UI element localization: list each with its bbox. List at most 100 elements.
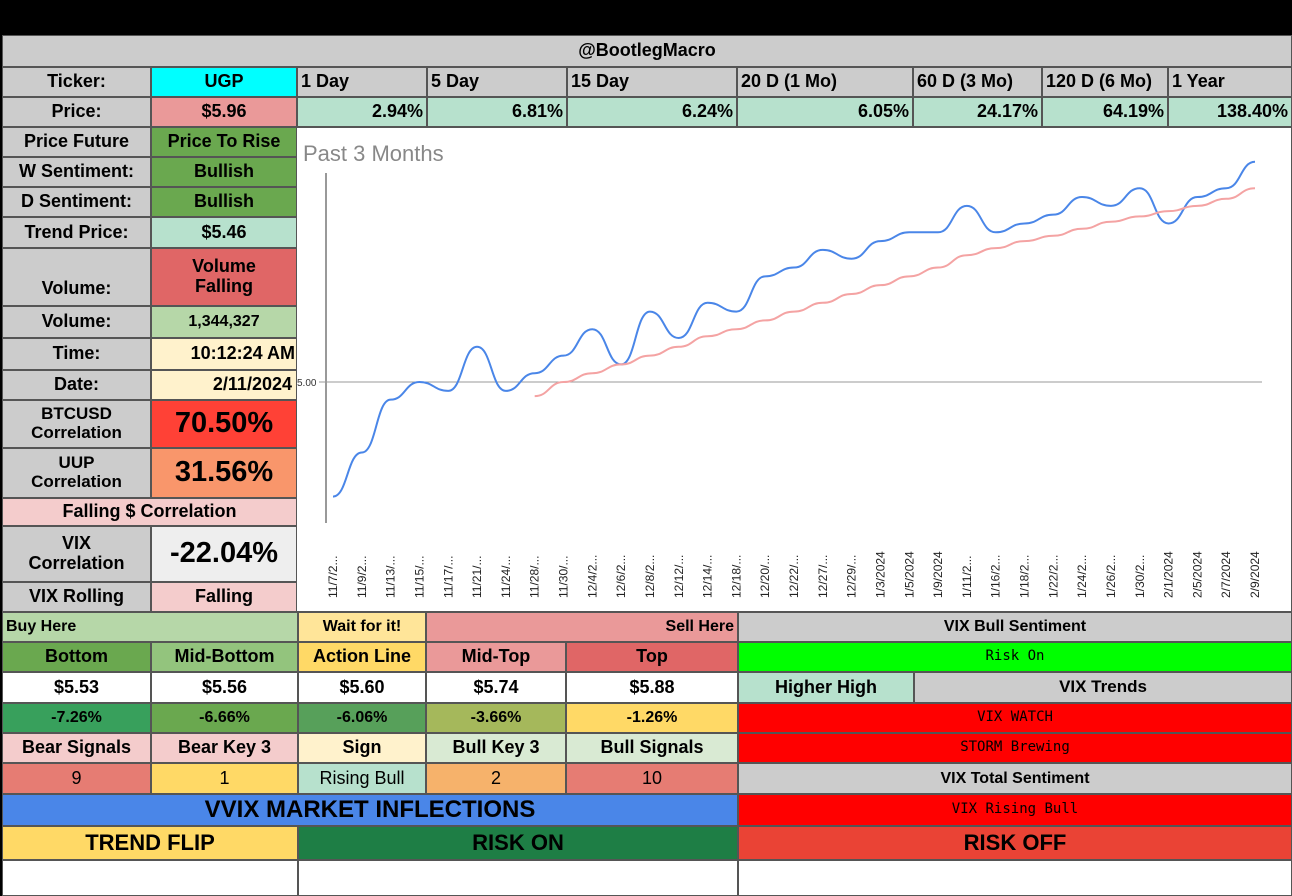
chart-reference-label: 5.00 — [297, 378, 317, 389]
vix-rolling-label: VIX Rolling — [2, 582, 151, 612]
risk-on-cell[interactable] — [298, 860, 738, 896]
trend-flip-label: TREND FLIP — [2, 826, 298, 860]
chart-x-tick-label: 12/12/... — [672, 555, 686, 598]
vix-correlation-value: -22.04% — [151, 526, 297, 582]
chart-x-tick-label: 12/18/... — [729, 555, 743, 598]
period-header-6: 120 D (6 Mo) — [1042, 67, 1168, 97]
level-name-2: Mid-Bottom — [151, 642, 298, 672]
chart-x-tick-label: 1/18/2... — [1018, 555, 1032, 598]
chart-x-tick-label: 11/24/... — [499, 556, 513, 598]
chart-x-tick-label: 12/20/... — [758, 555, 772, 598]
period-return-6: 64.19% — [1042, 97, 1168, 127]
chart-series-line-1 — [332, 160, 1256, 498]
chart-x-tick-label: 1/22/2... — [1046, 555, 1060, 598]
vix-higher-high: Higher High — [738, 672, 914, 703]
chart-x-tick-label: 11/13/... — [384, 556, 398, 598]
risk-on-label: RISK ON — [298, 826, 738, 860]
period-return-3: 6.24% — [567, 97, 737, 127]
chart-x-tick-label: 12/8/2... — [643, 555, 657, 598]
d-sentiment-value: Bullish — [151, 187, 297, 217]
vix-risk-state: Risk On — [738, 642, 1292, 672]
chart-series-line-2 — [534, 187, 1256, 398]
vix-storm-brewing: STORM Brewing — [738, 733, 1292, 763]
signal-value-3: Rising Bull — [298, 763, 426, 794]
period-return-7: 138.40% — [1168, 97, 1292, 127]
volume-trend-value: Volume Falling — [151, 248, 297, 306]
level-pct-1: -7.26% — [2, 703, 151, 733]
chart-x-tick-label: 2/7/2024 — [1219, 551, 1233, 598]
chart-x-tick-label: 11/21/... — [470, 556, 484, 598]
chart-x-tick-label: 12/6/2... — [614, 555, 628, 598]
chart-x-tick-label: 12/29/... — [845, 555, 859, 598]
chart-title: Past 3 Months — [303, 141, 444, 166]
chart-x-tick-label: 12/27/... — [816, 555, 830, 598]
top-bar — [0, 0, 1292, 32]
period-header-1: 1 Day — [297, 67, 427, 97]
d-sentiment-label: D Sentiment: — [2, 187, 151, 217]
level-pct-2: -6.66% — [151, 703, 298, 733]
btcusd-correlation-label: BTCUSD Correlation — [2, 400, 151, 448]
chart-x-tick-label: 12/14/... — [701, 555, 715, 598]
vix-correlation-label: VIX Correlation — [2, 526, 151, 582]
wait-label: Wait for it! — [298, 612, 426, 642]
chart-x-tick-label: 1/5/2024 — [902, 551, 916, 598]
vix-bull-sentiment-label: VIX Bull Sentiment — [738, 612, 1292, 642]
chart-x-tick-label: 11/17/... — [441, 556, 455, 598]
level-pct-4: -3.66% — [426, 703, 566, 733]
volume-trend-label: Volume: — [2, 248, 151, 306]
chart-x-tick-label: 1/24/2... — [1075, 555, 1089, 598]
trend-price-value: $5.46 — [151, 217, 297, 248]
chart-x-tick-label: 1/3/2024 — [873, 551, 887, 598]
w-sentiment-label: W Sentiment: — [2, 157, 151, 187]
signal-header-2: Bear Key 3 — [151, 733, 298, 763]
price-value: $5.96 — [151, 97, 297, 127]
chart-x-tick-label: 11/30/... — [557, 556, 571, 598]
price-chart: Past 3 Months 5.00 11/7/2... 11/9/2... 11/13… — [296, 127, 1292, 612]
ticker-label: Ticker: — [2, 67, 151, 97]
chart-x-tick-label: 11/15/... — [412, 556, 426, 598]
chart-x-tick-label: 2/9/2024 — [1248, 551, 1262, 598]
chart-x-tick-label: 2/5/2024 — [1190, 551, 1204, 598]
sell-here-label: Sell Here — [426, 612, 738, 642]
risk-off-cell[interactable] — [738, 860, 1292, 896]
chart-x-tick-label: 1/11/2... — [960, 556, 974, 598]
vix-total-sentiment-label: VIX Total Sentiment — [738, 763, 1292, 794]
trend-flip-cell[interactable] — [2, 860, 298, 896]
level-name-5: Top — [566, 642, 738, 672]
w-sentiment-value: Bullish — [151, 157, 297, 187]
price-future-value: Price To Rise — [151, 127, 297, 157]
chart-x-tick-label: 1/9/2024 — [931, 551, 945, 598]
volume-value: 1,344,327 — [151, 306, 297, 338]
chart-x-tick-label: 1/16/2... — [989, 555, 1003, 598]
signal-value-5: 10 — [566, 763, 738, 794]
chart-x-tick-label: 1/26/2... — [1104, 555, 1118, 598]
chart-x-tick-label: 11/9/2... — [355, 556, 369, 598]
vix-rising-bull: VIX Rising Bull — [738, 794, 1292, 826]
period-header-2: 5 Day — [427, 67, 567, 97]
period-return-4: 6.05% — [737, 97, 913, 127]
level-price-3: $5.60 — [298, 672, 426, 703]
vix-trends-label: VIX Trends — [914, 672, 1292, 703]
chart-x-tick-label: 1/30/2... — [1133, 555, 1147, 598]
period-header-7: 1 Year — [1168, 67, 1292, 97]
level-price-2: $5.56 — [151, 672, 298, 703]
falling-dollar-correlation: Falling $ Correlation — [2, 498, 297, 526]
ticker-value[interactable]: UGP — [151, 67, 297, 97]
period-header-5: 60 D (3 Mo) — [913, 67, 1042, 97]
vvix-title: VVIX MARKET INFLECTIONS — [2, 794, 738, 826]
risk-off-label: RISK OFF — [738, 826, 1292, 860]
period-return-1: 2.94% — [297, 97, 427, 127]
signal-header-5: Bull Signals — [566, 733, 738, 763]
period-header-3: 15 Day — [567, 67, 737, 97]
chart-x-tick-label: 12/4/2... — [585, 555, 599, 598]
signal-header-1: Bear Signals — [2, 733, 151, 763]
signal-value-4: 2 — [426, 763, 566, 794]
level-price-1: $5.53 — [2, 672, 151, 703]
uup-correlation-label: UUP Correlation — [2, 448, 151, 498]
level-name-3: Action Line — [298, 642, 426, 672]
signal-value-1: 9 — [2, 763, 151, 794]
time-value: 10:12:24 AM — [151, 338, 297, 370]
signal-header-4: Bull Key 3 — [426, 733, 566, 763]
period-return-5: 24.17% — [913, 97, 1042, 127]
level-pct-3: -6.06% — [298, 703, 426, 733]
